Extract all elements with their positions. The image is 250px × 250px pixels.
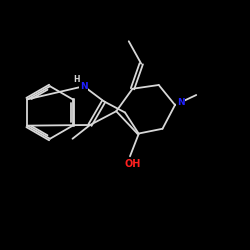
Text: H: H <box>74 75 80 84</box>
Text: N: N <box>177 98 184 107</box>
Text: N: N <box>80 82 88 91</box>
Text: OH: OH <box>124 159 141 169</box>
